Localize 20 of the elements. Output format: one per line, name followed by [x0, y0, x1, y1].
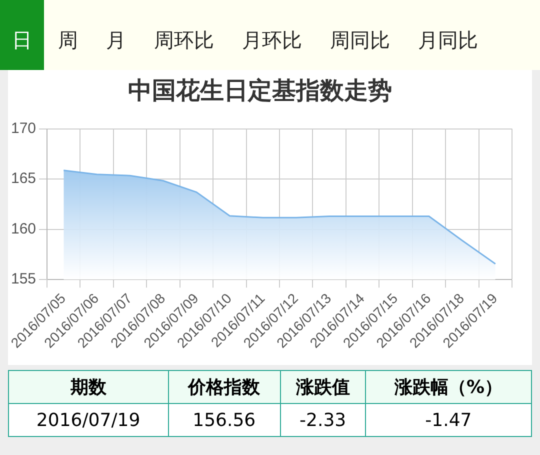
text: 涨跌幅（%）	[365, 370, 532, 404]
y-tick-label: 165	[10, 170, 36, 188]
text: 月	[105, 27, 127, 54]
text: 周环比	[153, 27, 215, 54]
text: 期数	[8, 370, 168, 404]
y-tick-label: 160	[10, 220, 36, 238]
text: 156.56	[168, 404, 280, 436]
text: 月环比	[241, 27, 303, 54]
chart-title: 中国花生日定基指数走势	[128, 76, 392, 105]
text: 价格指数	[168, 370, 280, 404]
text: 周同比	[329, 27, 391, 54]
text: 日	[0, 0, 44, 70]
text: 涨跌值	[280, 370, 366, 404]
y-tick-label: 155	[10, 270, 36, 288]
text: 2016/07/19	[8, 404, 168, 436]
text: -2.33	[280, 404, 366, 436]
text: 周	[57, 27, 79, 54]
text: -1.47	[365, 404, 532, 436]
text: 月同比	[417, 27, 479, 54]
y-tick-label: 170	[10, 120, 36, 137]
